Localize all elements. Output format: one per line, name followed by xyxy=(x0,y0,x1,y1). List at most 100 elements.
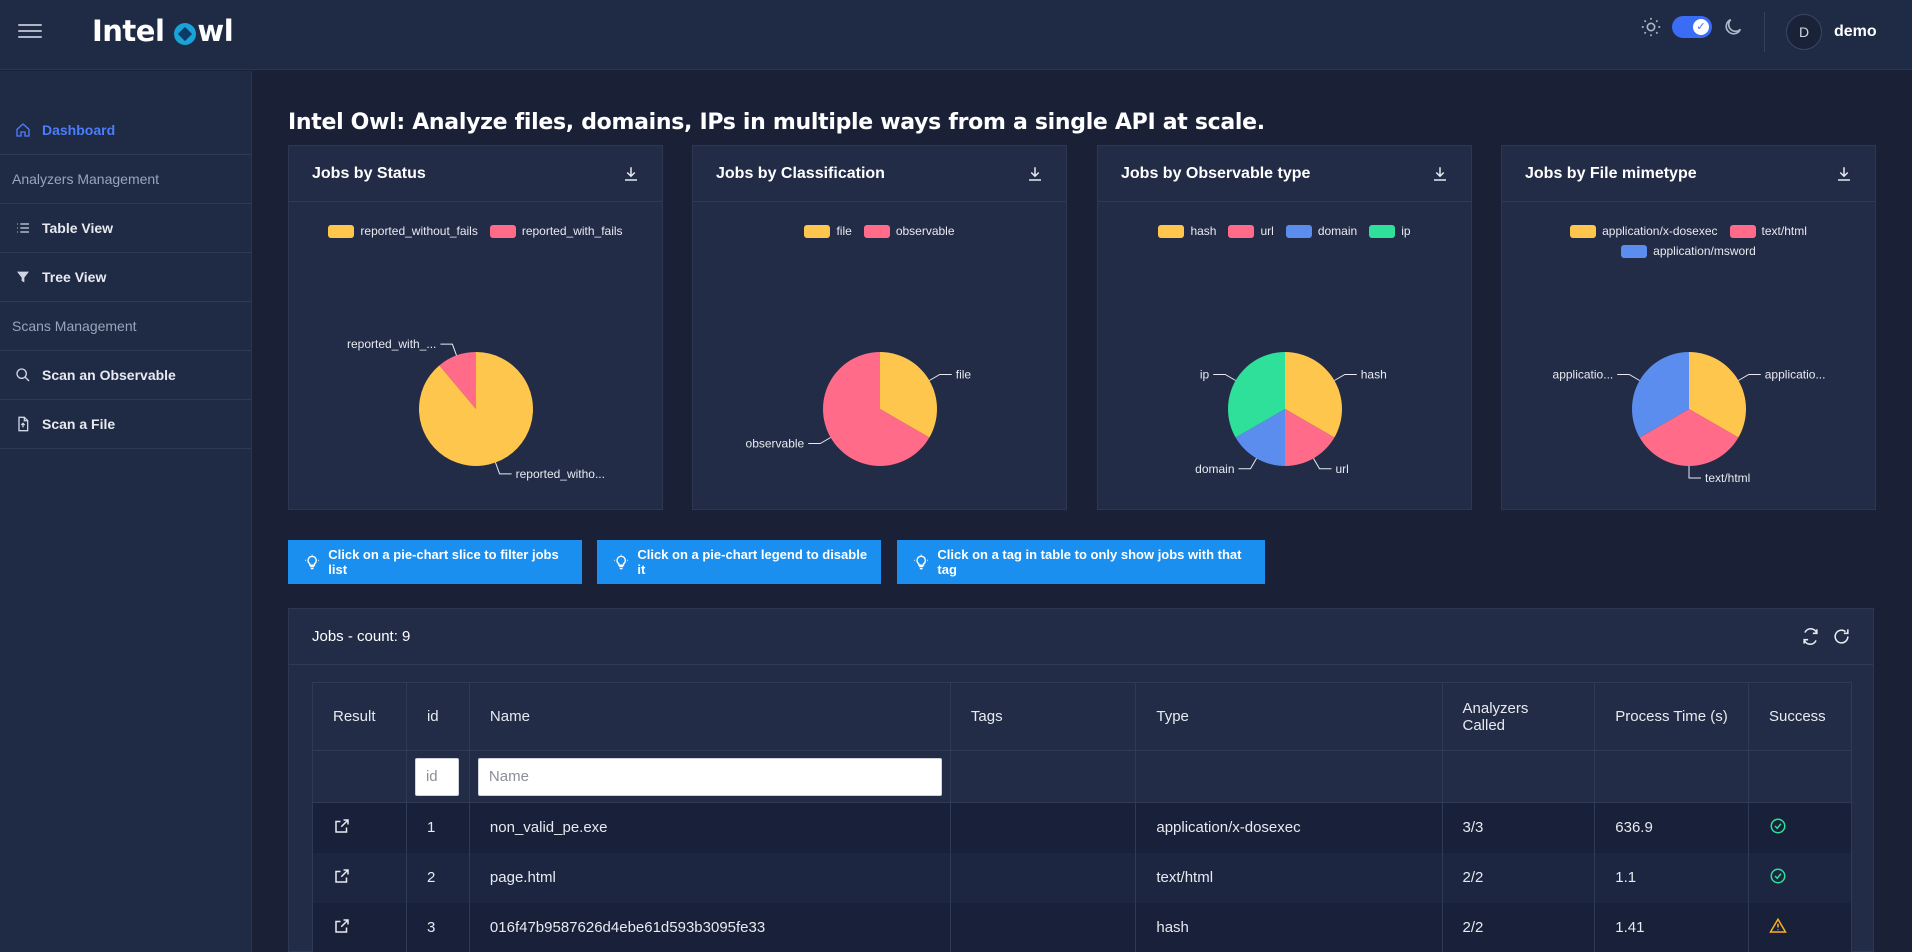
download-icon[interactable] xyxy=(1431,165,1449,183)
sidebar-section-scans: Scans Management xyxy=(0,302,251,351)
legend-label: url xyxy=(1260,224,1274,238)
jobs-count-title: Jobs - count: 9 xyxy=(312,628,411,645)
id-filter-input[interactable] xyxy=(414,757,459,796)
column-header-name[interactable]: Name xyxy=(468,682,951,751)
legend-item[interactable]: url xyxy=(1228,224,1274,238)
cell-tags xyxy=(949,802,1137,853)
table-row[interactable]: 2 page.html text/html 2/2 1.1 xyxy=(312,852,1853,903)
legend-item[interactable]: application/msword xyxy=(1621,244,1756,258)
lightbulb-icon xyxy=(914,554,929,569)
avatar: D xyxy=(1786,14,1822,50)
slice-label: applicatio... xyxy=(1553,368,1614,382)
slice-label-leader xyxy=(440,343,457,356)
legend-item[interactable]: application/x-dosexec xyxy=(1570,224,1718,238)
legend-swatch xyxy=(1158,224,1185,238)
page-title: Intel Owl: Analyze files, domains, IPs i… xyxy=(288,110,1265,135)
jobs-panel: Jobs - count: 9 Result id Name Tags Type… xyxy=(288,608,1874,952)
chart-title: Jobs by File mimetype xyxy=(1525,164,1697,182)
refresh-icon[interactable] xyxy=(1832,627,1851,646)
legend-swatch xyxy=(1369,224,1396,238)
user-menu[interactable]: D demo xyxy=(1786,14,1877,50)
column-header-id[interactable]: id xyxy=(405,682,470,751)
slice-label: reported_witho... xyxy=(516,467,605,481)
sidebar-item-scan-observable[interactable]: Scan an Observable xyxy=(0,351,251,400)
app-logo[interactable]: Intel wl xyxy=(92,14,234,48)
sidebar-item-table-view[interactable]: Table View xyxy=(0,204,251,253)
auto-refresh-icon[interactable] xyxy=(1801,627,1820,646)
legend-label: file xyxy=(836,224,852,238)
table-row[interactable]: 3 016f47b9587626d4ebe61d593b3095fe33 has… xyxy=(312,902,1853,952)
legend-item[interactable]: text/html xyxy=(1729,224,1807,238)
file-icon xyxy=(14,415,32,433)
legend-label: reported_without_fails xyxy=(360,224,478,238)
legend-label: hash xyxy=(1190,224,1217,238)
pie-chart: hash url domain ip xyxy=(1195,352,1387,476)
column-header-tags[interactable]: Tags xyxy=(949,682,1137,751)
tip-text: Click on a tag in table to only show job… xyxy=(937,547,1242,577)
column-header-type[interactable]: Type xyxy=(1135,682,1443,751)
pie-slice[interactable] xyxy=(880,352,937,438)
pie-slice[interactable] xyxy=(1285,409,1335,466)
sun-icon xyxy=(1641,17,1661,37)
chart-card-classification: Jobs by Classification file observable fi… xyxy=(692,145,1067,510)
legend-swatch xyxy=(1621,244,1648,258)
column-header-analyzers-called[interactable]: Analyzers Called xyxy=(1441,682,1596,751)
download-icon[interactable] xyxy=(622,165,640,183)
sidebar-item-dashboard[interactable]: Dashboard xyxy=(0,106,251,155)
cell-analyzers: 3/3 xyxy=(1441,802,1596,853)
check-icon: ✓ xyxy=(1693,19,1709,35)
pie-slice[interactable] xyxy=(823,352,930,466)
search-icon xyxy=(14,366,32,384)
tip-button-filter-slice[interactable]: Click on a pie-chart slice to filter job… xyxy=(288,540,582,584)
chart-legend: reported_without_fails reported_with_fail… xyxy=(289,224,662,238)
tip-button-filter-tag[interactable]: Click on a tag in table to only show job… xyxy=(897,540,1265,584)
legend-label: application/x-dosexec xyxy=(1602,224,1718,238)
table-row[interactable]: 1 non_valid_pe.exe application/x-dosexec… xyxy=(312,802,1853,853)
legend-item[interactable]: reported_without_fails xyxy=(328,224,478,238)
slice-label: text/html xyxy=(1705,471,1750,485)
legend-item[interactable]: file xyxy=(804,224,852,238)
cell-process-time: 1.1 xyxy=(1594,852,1749,903)
logo-text-right: wl xyxy=(197,14,234,48)
slice-label-leader xyxy=(1688,466,1701,479)
download-icon[interactable] xyxy=(1835,165,1853,183)
sidebar-item-label: Table View xyxy=(42,220,114,236)
external-link-icon[interactable] xyxy=(333,817,351,835)
cell-id: 2 xyxy=(405,852,470,903)
slice-label-leader xyxy=(1213,374,1236,381)
tip-button-disable-legend[interactable]: Click on a pie-chart legend to disable i… xyxy=(597,540,881,584)
pie-slice[interactable] xyxy=(1235,409,1285,466)
hamburger-menu-icon[interactable] xyxy=(18,20,42,44)
name-filter-input[interactable] xyxy=(477,757,942,796)
cell-analyzers: 2/2 xyxy=(1441,902,1596,952)
external-link-icon[interactable] xyxy=(333,867,351,885)
legend-label: domain xyxy=(1317,224,1358,238)
check-circle-icon xyxy=(1770,868,1786,883)
chart-card-observable-type: Jobs by Observable type hash url domain ip … xyxy=(1097,145,1472,510)
legend-item[interactable]: domain xyxy=(1285,224,1358,238)
column-header-result[interactable]: Result xyxy=(312,682,407,751)
pie-slice[interactable] xyxy=(439,352,476,409)
theme-toggle[interactable]: ✓ xyxy=(1672,16,1712,38)
sidebar-item-scan-file[interactable]: Scan a File xyxy=(0,400,251,449)
legend-item[interactable]: hash xyxy=(1158,224,1216,238)
legend-item[interactable]: observable xyxy=(863,224,955,238)
cell-tags xyxy=(949,852,1137,903)
legend-item[interactable]: reported_with_fails xyxy=(489,224,623,238)
cell-name: 016f47b9587626d4ebe61d593b3095fe33 xyxy=(468,902,951,952)
sidebar-section-analyzers: Analyzers Management xyxy=(0,155,251,204)
pie-slice[interactable] xyxy=(1228,352,1285,438)
pie-slice[interactable] xyxy=(1639,409,1739,466)
column-header-process-time[interactable]: Process Time (s) xyxy=(1594,682,1749,751)
external-link-icon[interactable] xyxy=(333,917,351,935)
pie-slice[interactable] xyxy=(1689,352,1746,438)
pie-slice[interactable] xyxy=(1632,352,1689,438)
legend-label: application/msword xyxy=(1653,244,1756,258)
slice-label-leader xyxy=(929,374,952,381)
sidebar-item-tree-view[interactable]: Tree View xyxy=(0,253,251,302)
legend-item[interactable]: ip xyxy=(1369,224,1411,238)
pie-slice[interactable] xyxy=(1285,352,1342,438)
download-icon[interactable] xyxy=(1026,165,1044,183)
legend-label: reported_with_fails xyxy=(521,224,623,238)
column-header-success[interactable]: Success xyxy=(1747,682,1853,751)
